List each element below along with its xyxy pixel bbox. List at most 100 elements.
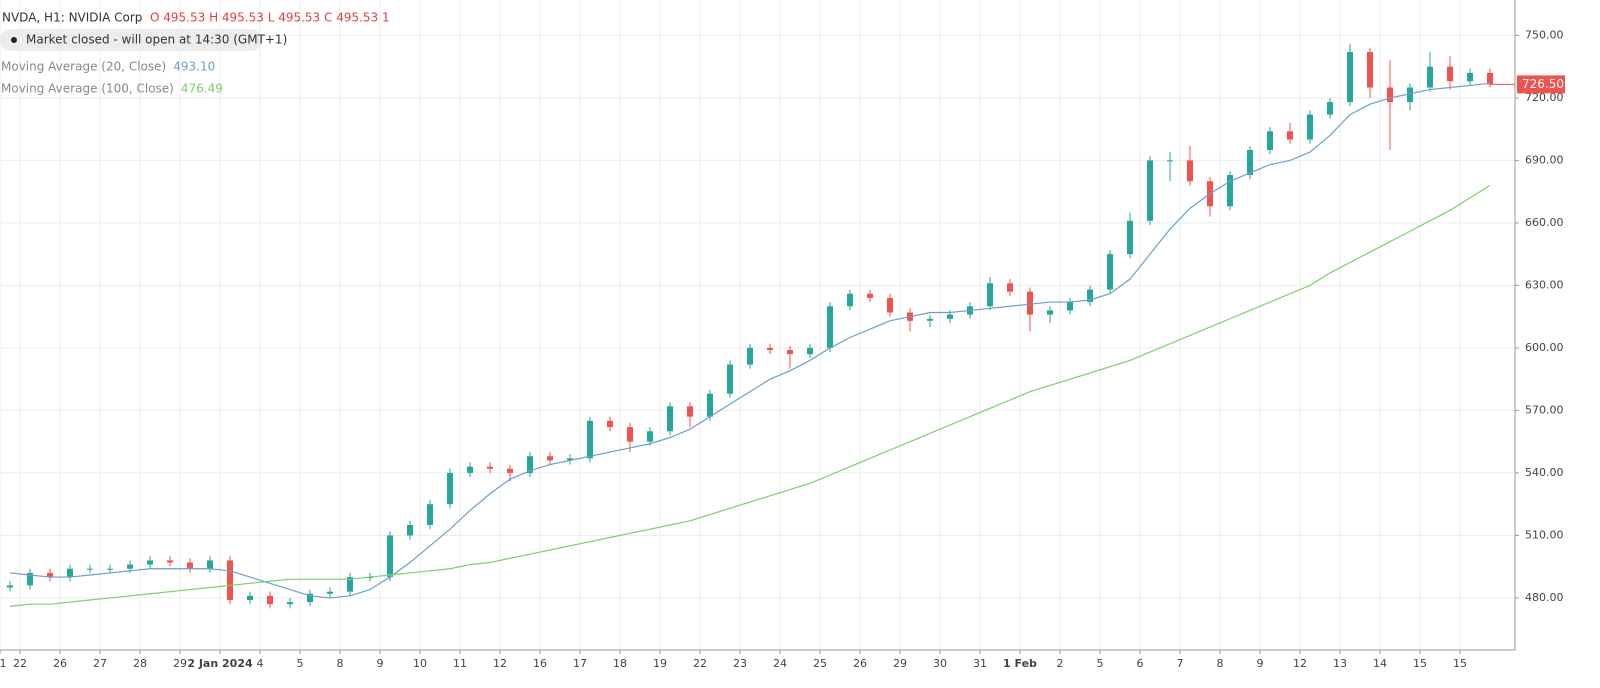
candle-body [27, 572, 33, 586]
candle-body [207, 560, 213, 569]
legend-value: 476.49 [181, 82, 223, 96]
candle-body [1067, 302, 1073, 311]
candle-body [467, 466, 473, 473]
x-tick-label: 7 [1177, 657, 1184, 670]
candle-body [687, 406, 693, 417]
legend-value: 493.10 [173, 60, 215, 74]
x-tick-label: 4 [257, 657, 264, 670]
plot [7, 43, 1493, 609]
x-tick-label: 5 [1097, 657, 1104, 670]
x-tick-label: 22 [13, 657, 27, 670]
x-tick-label: 9 [377, 657, 384, 670]
x-tick-label: 15 [1413, 657, 1427, 670]
x-tick-label: 28 [133, 657, 147, 670]
candle-body [927, 318, 933, 321]
candle-body [167, 560, 173, 563]
candle-body [1407, 87, 1413, 103]
candle-body [607, 420, 613, 428]
legend-name: Moving Average (100, Close) [1, 82, 174, 96]
candle-body [447, 472, 453, 505]
x-tick-label: 15 [1453, 657, 1467, 670]
candle-body [1347, 52, 1353, 103]
candle-body [527, 456, 533, 473]
candle-body [487, 466, 493, 469]
candle-body [1007, 283, 1013, 292]
chart-title: NVDA, H1: NVIDIA Corp [2, 11, 142, 25]
x-tick-label: 29 [893, 657, 907, 670]
candle-body [247, 595, 253, 600]
moving-average-line [9, 184, 1491, 607]
x-tick-label: 2 Jan 2024 [187, 657, 253, 670]
y-tick-label: 570.00 [1525, 403, 1564, 416]
candle-body [1047, 310, 1053, 315]
y-tick-label: 660.00 [1525, 216, 1564, 229]
status-dot [11, 37, 17, 43]
candle-body [587, 420, 593, 459]
candle-body [1327, 102, 1333, 115]
x-tick-label: 17 [573, 657, 587, 670]
candle-body [1287, 131, 1293, 140]
candle-body [1487, 72, 1493, 85]
candle-body [1187, 160, 1193, 182]
x-tick-label: 29 [173, 657, 187, 670]
candle-body [827, 306, 833, 348]
candle-body [1167, 160, 1173, 162]
x-tick-label: 18 [613, 657, 627, 670]
y-tick-label: 510.00 [1525, 528, 1564, 541]
x-tick-label: 8 [337, 657, 344, 670]
grid [0, 0, 1515, 650]
candle-body [147, 560, 153, 565]
candle-body [127, 564, 133, 569]
candle-body [227, 560, 233, 600]
candle-body [1087, 289, 1093, 303]
candle-body [567, 458, 573, 461]
x-tick-label: 13 [1333, 657, 1347, 670]
candle-body [187, 562, 193, 569]
candle-body [867, 293, 873, 298]
candle-body [1307, 114, 1313, 140]
x-tick-label: 12 [493, 657, 507, 670]
candle-body [267, 595, 273, 605]
x-tick-label: 24 [773, 657, 787, 670]
status-pill [0, 29, 262, 51]
candle-body [1247, 150, 1253, 175]
x-tick-label: 19 [653, 657, 667, 670]
candle-body [847, 293, 853, 307]
x-tick-label: 31 [973, 657, 987, 670]
candle-body [707, 393, 713, 417]
y-tick-label: 690.00 [1525, 153, 1564, 166]
candle-body [1367, 52, 1373, 88]
ohlc-text: O 495.53 H 495.53 L 495.53 C 495.53 1 [150, 11, 390, 25]
candle-body [807, 347, 813, 355]
candle-body [887, 297, 893, 313]
candle-body [507, 468, 513, 473]
x-tick-label: 2 [1057, 657, 1064, 670]
candle-body [747, 347, 753, 365]
candle-body [947, 314, 953, 319]
x-tick-label: 23 [733, 657, 747, 670]
candle-body [767, 347, 773, 350]
x-tick-label: 10 [413, 657, 427, 670]
y-tick-label: 540.00 [1525, 466, 1564, 479]
candle-body [647, 431, 653, 442]
x-tick-label: 11 [453, 657, 467, 670]
x-tick-label: 16 [533, 657, 547, 670]
candle-body [107, 568, 113, 570]
x-tick-label: 1 [0, 657, 7, 670]
candle-body [1147, 160, 1153, 221]
x-tick-label: 26 [853, 657, 867, 670]
y-tick-label: 750.00 [1525, 28, 1564, 41]
candle-body [287, 602, 293, 605]
x-tick-label: 27 [93, 657, 107, 670]
x-tick-label: 1 Feb [1003, 657, 1037, 670]
y-tick-label: 480.00 [1525, 591, 1564, 604]
x-tick-label: 25 [813, 657, 827, 670]
candle-body [987, 283, 993, 307]
last-price-label: 726.50 [1522, 77, 1564, 91]
last-price-tag [1517, 75, 1565, 94]
candle-body [1107, 254, 1113, 290]
x-tick-label: 26 [53, 657, 67, 670]
x-tick-label: 6 [1137, 657, 1144, 670]
x-tick-label: 30 [933, 657, 947, 670]
